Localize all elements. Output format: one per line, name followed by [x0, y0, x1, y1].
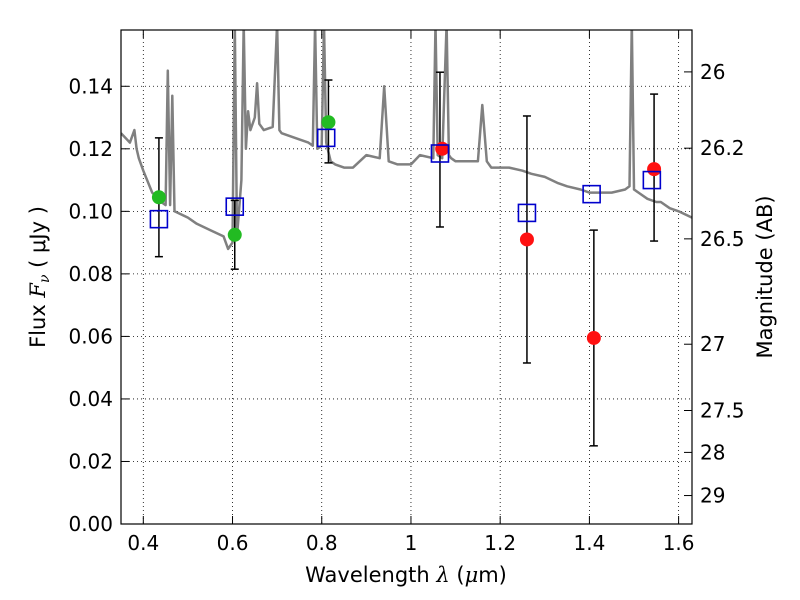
plot-frame — [120, 29, 693, 525]
model-photometry-square — [149, 209, 169, 229]
magnitude-axis-ticks: 26 26.2 26.5 27 27.5 28 29 — [684, 60, 745, 508]
grid-lines — [121, 30, 692, 525]
magnitude-tick-label: 28 — [700, 440, 725, 464]
x-tick-label: 0.8 — [306, 531, 338, 555]
y-tick-label: 0.00 — [68, 512, 113, 536]
model-spectrum-line — [121, 30, 692, 251]
x-tick-label: 1.4 — [573, 531, 605, 555]
y-axis-ticks: 0.00 0.02 0.04 0.06 0.08 0.10 0.12 0.14 — [68, 74, 129, 536]
red-data-point — [647, 162, 662, 177]
y-tick-label: 0.08 — [68, 262, 113, 286]
green-data-point — [321, 115, 336, 130]
red-data-point — [435, 141, 450, 156]
x-axis-ticks: 0.4 0.6 0.8 1 1.2 1.4 1.6 — [127, 30, 695, 555]
x-tick-label: 0.6 — [217, 531, 249, 555]
y-tick-label: 0.12 — [68, 137, 113, 161]
magnitude-tick-label: 26.2 — [700, 136, 745, 160]
green-data-point — [227, 227, 242, 242]
model-photometry-square — [517, 203, 537, 223]
y-axis-label: Flux Fν ( μJy ) — [26, 206, 53, 348]
x-axis-label: Wavelength λ (μm) — [305, 563, 507, 587]
model-photometry-square — [225, 197, 245, 216]
model-photometry-square — [316, 128, 336, 148]
green-data-point — [151, 190, 166, 205]
magnitude-tick-label: 27.5 — [700, 399, 745, 423]
magnitude-tick-label: 27 — [700, 332, 725, 356]
magnitude-tick-label: 29 — [700, 484, 725, 508]
x-tick-label: 1 — [405, 531, 418, 555]
markers-layer — [149, 115, 662, 345]
x-tick-label: 0.4 — [127, 531, 159, 555]
y-tick-label: 0.06 — [68, 324, 113, 348]
model-photometry-square — [642, 170, 662, 190]
x-tick-label: 1.6 — [663, 531, 695, 555]
x-tick-label: 1.2 — [484, 531, 516, 555]
red-data-point — [586, 330, 601, 345]
y-tick-label: 0.14 — [68, 74, 113, 98]
model-spectrum-layer — [121, 30, 692, 251]
y-tick-label: 0.04 — [68, 387, 113, 411]
error-bars-layer — [154, 71, 659, 447]
model-photometry-square — [430, 144, 450, 163]
magnitude-tick-label: 26 — [700, 60, 725, 84]
y-tick-label: 0.02 — [68, 449, 113, 473]
magnitude-axis-label: Magnitude (AB) — [753, 195, 777, 358]
model-photometry-square — [582, 184, 601, 204]
red-data-point — [519, 232, 534, 247]
magnitude-tick-label: 26.5 — [700, 227, 745, 251]
y-tick-label: 0.10 — [68, 199, 113, 223]
